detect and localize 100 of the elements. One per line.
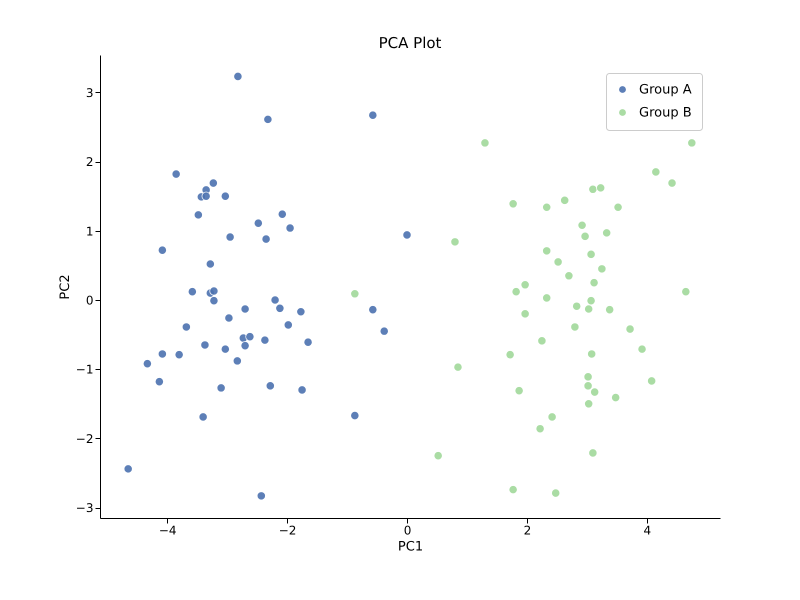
point: [508, 199, 518, 208]
point: [200, 340, 210, 350]
point: [514, 386, 524, 396]
point: [560, 196, 570, 205]
x-axis-title: PC1: [398, 540, 424, 554]
point: [520, 280, 530, 290]
point: [174, 350, 184, 360]
point: [590, 387, 600, 397]
x-tick-label: 2: [524, 524, 532, 538]
point: [209, 286, 219, 296]
point: [588, 448, 598, 458]
point: [586, 296, 596, 306]
point: [260, 336, 270, 345]
point: [216, 383, 226, 392]
point: [284, 320, 293, 330]
point: [226, 232, 235, 242]
point: [240, 341, 250, 350]
point: [220, 192, 230, 201]
point: [597, 264, 606, 274]
point: [450, 237, 460, 246]
point: [188, 287, 197, 296]
point: [542, 246, 552, 256]
point: [506, 350, 515, 360]
x-tick-label: −4: [158, 524, 177, 538]
point: [681, 287, 690, 296]
legend-label: Group B: [639, 106, 692, 120]
point: [380, 326, 389, 336]
y-tick-label: 1: [86, 224, 94, 238]
point: [232, 356, 242, 366]
point: [208, 178, 218, 188]
y-axis-title: PC2: [58, 274, 73, 300]
point: [570, 322, 580, 332]
point: [647, 376, 656, 386]
point: [254, 218, 263, 228]
point: [368, 305, 378, 314]
x-tick-label: 4: [644, 524, 652, 538]
point: [262, 234, 271, 244]
chart-title: PCA Plot: [378, 34, 442, 52]
point: [542, 293, 552, 302]
point: [687, 138, 696, 148]
point: [564, 271, 574, 280]
y-tick-label: −3: [76, 501, 94, 516]
point: [350, 411, 360, 420]
point: [584, 381, 593, 390]
point: [572, 302, 582, 311]
point: [158, 246, 167, 255]
point: [508, 485, 518, 494]
point: [586, 250, 596, 259]
point: [172, 169, 181, 179]
point: [596, 183, 606, 192]
point: [233, 72, 242, 82]
point: [584, 372, 593, 382]
point: [220, 344, 230, 354]
point: [554, 257, 563, 267]
point: [266, 381, 275, 390]
point: [278, 210, 287, 219]
point: [542, 202, 552, 212]
point: [536, 424, 545, 434]
point: [402, 230, 412, 240]
point: [667, 178, 677, 188]
point: [637, 344, 647, 354]
legend-label: Group A: [639, 82, 692, 98]
point: [240, 304, 250, 314]
point: [206, 259, 215, 269]
point: [520, 309, 530, 318]
point: [584, 304, 594, 314]
y-tick-label: 3: [86, 86, 94, 100]
x-tick-label: −2: [278, 524, 296, 538]
point: [245, 332, 254, 342]
y-tick-label: −2: [76, 432, 94, 446]
point: [297, 385, 307, 395]
point: [625, 324, 635, 334]
point: [303, 338, 313, 347]
point: [142, 359, 152, 368]
point: [590, 278, 599, 288]
x-tick-label: 0: [404, 524, 412, 538]
point: [434, 451, 443, 460]
point: [453, 362, 463, 372]
point: [580, 232, 590, 241]
point: [198, 412, 208, 422]
point: [154, 377, 164, 386]
point: [202, 192, 211, 201]
point: [270, 295, 280, 305]
y-tick-label: 0: [86, 293, 94, 308]
point: [512, 287, 521, 296]
point: [587, 349, 596, 359]
point: [158, 349, 167, 359]
point: [611, 393, 620, 402]
point: [224, 313, 234, 323]
point: [263, 114, 272, 124]
point: [588, 184, 598, 194]
y-tick-label: 2: [86, 155, 94, 170]
point: [578, 220, 587, 230]
point: [537, 336, 546, 346]
point: [368, 110, 378, 120]
point: [296, 307, 306, 316]
point: [350, 289, 360, 298]
point: [285, 223, 295, 233]
point: [209, 296, 219, 306]
point: [651, 167, 660, 177]
